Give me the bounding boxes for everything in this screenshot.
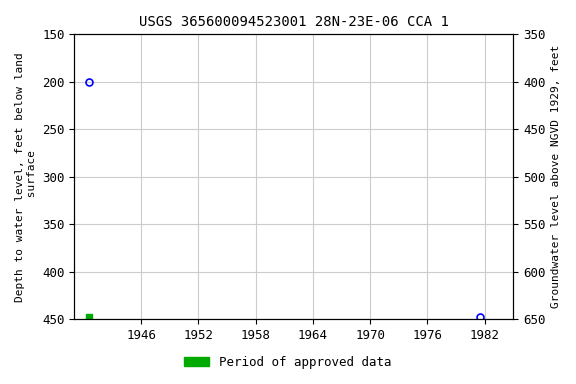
Y-axis label: Depth to water level, feet below land
 surface: Depth to water level, feet below land su… [15, 52, 37, 302]
Y-axis label: Groundwater level above NGVD 1929, feet: Groundwater level above NGVD 1929, feet [551, 45, 561, 308]
Title: USGS 365600094523001 28N-23E-06 CCA 1: USGS 365600094523001 28N-23E-06 CCA 1 [139, 15, 449, 29]
Legend: Period of approved data: Period of approved data [179, 351, 397, 374]
